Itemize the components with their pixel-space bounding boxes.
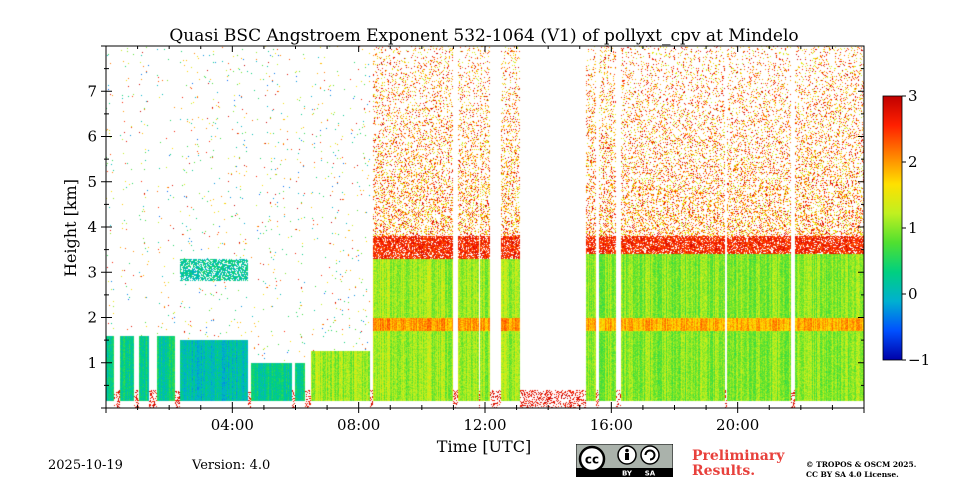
cc-license-badge: cc BY SA [576,444,673,477]
y-tick-label: 4 [87,218,97,236]
x-tick-label: 20:00 [716,416,759,434]
y-tick-label: 5 [87,173,97,191]
axis-ticks: 04:00 08:00 12:00 16:00 20:00 1 2 3 4 5 6 7 [87,45,865,434]
y-tick-label: 6 [87,128,97,146]
chart-title: Quasi BSC Angstroem Exponent 532-1064 (V… [169,26,798,46]
preliminary-notice: Preliminary Results. [692,448,785,479]
svg-text:BY: BY [622,470,633,478]
y-tick-label: 2 [87,309,97,327]
colorbar-tick-label: 2 [908,153,918,171]
colorbar-tick-label: 0 [908,285,918,303]
colorbar-tick-label: 1 [908,219,918,237]
cc-icon [578,445,606,473]
sa-icon [640,445,660,465]
x-tick-label: 12:00 [463,416,506,434]
heatmap-image [106,46,864,408]
date-label: 2025-10-19 [48,458,123,473]
colorbar: −1 0 1 2 3 [882,87,930,369]
svg-text:cc: cc [585,453,599,467]
x-tick-label: 16:00 [590,416,633,434]
svg-text:SA: SA [645,470,656,478]
y-axis-label: Height [km] [61,179,80,277]
y-tick-label: 7 [87,82,97,100]
version-label: Version: 4.0 [192,458,271,473]
x-tick-label: 04:00 [211,416,254,434]
plot-area: 04:00 08:00 12:00 16:00 20:00 1 2 3 4 5 6 7 [87,45,865,434]
x-tick-label: 08:00 [337,416,380,434]
y-tick-label: 3 [87,263,97,281]
x-axis-label: Time [UTC] [437,437,531,456]
colorbar-tick-label: 3 [908,87,918,105]
y-tick-label: 1 [87,354,97,372]
colorbar-tick-label: −1 [908,351,930,369]
copyright-notice: © TROPOS & OSCM 2025. CC BY SA 4.0 Licen… [806,460,917,479]
colorbar-ticks: −1 0 1 2 3 [902,87,930,369]
colorbar-gradient [883,96,902,360]
